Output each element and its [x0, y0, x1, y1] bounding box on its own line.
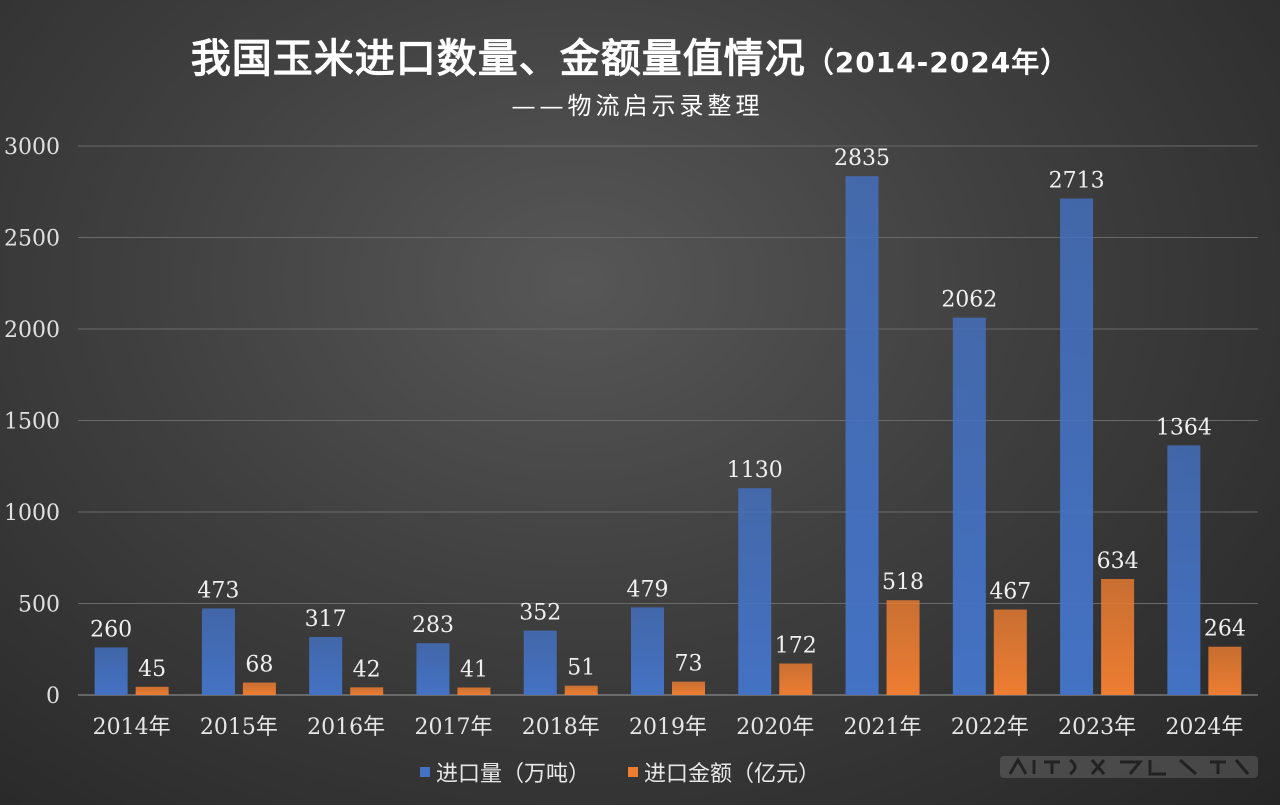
bar-import-volume — [1167, 445, 1201, 695]
watermark-logo — [1000, 756, 1258, 778]
y-tick-label: 500 — [18, 593, 60, 618]
bar-import-value — [564, 685, 598, 695]
x-tick-label: 2014年 — [93, 715, 171, 740]
chart-title-range: （2014-2024年） — [805, 46, 1070, 79]
x-tick-label: 2016年 — [307, 715, 385, 740]
legend-swatch-import-volume — [420, 767, 430, 777]
y-tick-label: 3000 — [4, 135, 60, 160]
bar-import-value — [993, 609, 1027, 695]
data-label-import-value: 467 — [989, 580, 1031, 605]
data-label-import-volume: 260 — [90, 617, 132, 642]
bar-import-volume — [309, 636, 343, 695]
data-label-import-value: 264 — [1204, 617, 1246, 642]
bar-import-volume — [416, 643, 450, 695]
y-tick-label: 2000 — [4, 318, 60, 343]
legend-swatch-import-value — [628, 767, 639, 777]
x-tick-label: 2020年 — [736, 715, 814, 740]
y-tick-label: 2500 — [4, 227, 60, 252]
data-label-import-volume: 2835 — [834, 146, 890, 171]
chart-title: 我国玉米进口数量、金额量值情况（2014-2024年） — [0, 26, 1260, 84]
data-label-import-value: 634 — [1097, 549, 1139, 574]
data-label-import-value: 73 — [675, 652, 703, 677]
bar-import-value — [350, 687, 384, 695]
data-label-import-volume: 2713 — [1049, 169, 1105, 194]
y-tick-label: 1500 — [4, 410, 60, 435]
data-label-import-value: 518 — [882, 570, 924, 595]
bar-import-value — [672, 681, 705, 695]
data-label-import-value: 172 — [775, 634, 817, 659]
x-tick-label: 2021年 — [844, 715, 922, 740]
bar-import-volume — [845, 176, 879, 695]
bar-import-volume — [1060, 198, 1094, 695]
chart-subtitle: ——物流启示录整理 — [511, 92, 764, 120]
x-tick-label: 2018年 — [522, 715, 600, 740]
data-label-import-value: 41 — [460, 657, 488, 682]
x-tick-label: 2017年 — [414, 715, 492, 740]
bar-import-value — [457, 687, 491, 695]
data-label-import-volume: 1364 — [1156, 415, 1212, 440]
bar-import-value — [135, 686, 169, 695]
bar-import-volume — [94, 647, 128, 695]
chart-title-main: 我国玉米进口数量、金额量值情况 — [190, 36, 806, 82]
y-tick-label: 0 — [46, 684, 60, 709]
data-label-import-volume: 2062 — [941, 288, 997, 313]
data-label-import-volume: 283 — [412, 613, 454, 638]
data-label-import-value: 42 — [353, 657, 381, 682]
x-tick-label: 2019年 — [629, 715, 707, 740]
data-label-import-value: 45 — [138, 657, 166, 682]
legend-item-import-value: 进口金额（亿元） — [628, 756, 820, 788]
bar-import-value — [242, 682, 276, 695]
data-label-import-value: 51 — [567, 656, 595, 681]
legend-item-import-volume: 进口量（万吨） — [420, 756, 590, 788]
x-tick-label: 2024年 — [1165, 715, 1243, 740]
bar-import-volume — [738, 488, 772, 695]
bar-import-volume — [523, 630, 557, 695]
x-tick-label: 2015年 — [200, 715, 278, 740]
bar-import-value — [1101, 578, 1135, 695]
data-label-import-volume: 473 — [197, 578, 239, 603]
bar-import-volume — [631, 607, 664, 695]
data-label-import-volume: 1130 — [727, 458, 783, 483]
bar-import-volume — [201, 608, 235, 695]
x-tick-label: 2022年 — [951, 715, 1029, 740]
bar-import-volume — [952, 317, 986, 695]
data-label-import-value: 68 — [245, 653, 273, 678]
data-label-import-volume: 317 — [305, 607, 347, 632]
bar-import-value — [886, 600, 920, 695]
legend-label-import-value: 进口金额（亿元） — [644, 762, 821, 787]
x-tick-label: 2023年 — [1058, 715, 1136, 740]
chart-legend: 进口量（万吨） 进口金额（亿元） — [420, 756, 858, 788]
bar-import-value — [1208, 646, 1242, 695]
legend-label-import-volume: 进口量（万吨） — [436, 762, 591, 787]
data-label-import-volume: 352 — [519, 601, 561, 626]
data-label-import-volume: 479 — [627, 577, 669, 602]
y-tick-label: 1000 — [4, 501, 60, 526]
bar-import-value — [779, 663, 813, 695]
